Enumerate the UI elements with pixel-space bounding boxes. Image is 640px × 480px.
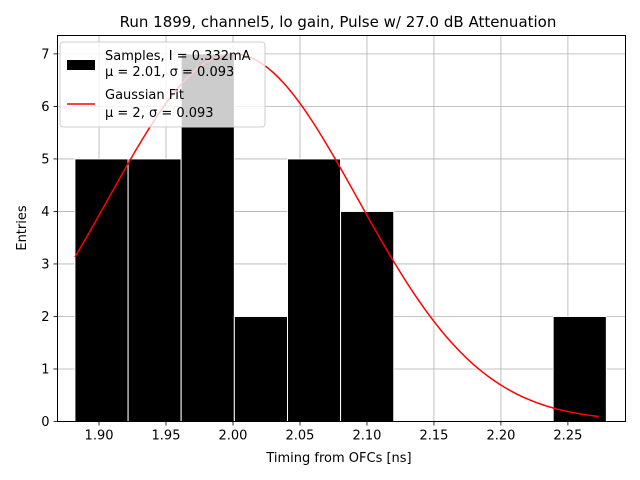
x-tick-label: 2.10 — [352, 429, 381, 444]
histogram-bar — [127, 158, 182, 422]
x-axis-ticks: 1.90 1.95 2.00 2.05 2.10 2.15 2.20 2.25 — [85, 421, 582, 444]
x-tick-label: 1.95 — [152, 429, 181, 444]
y-tick-label: 7 — [41, 47, 49, 62]
legend-box — [59, 41, 266, 128]
y-tick-label: 6 — [41, 100, 49, 115]
x-tick-label: 2.05 — [285, 429, 314, 444]
x-tick-label: 2.15 — [419, 429, 448, 444]
x-axis-label: Timing from OFCs [ns] — [265, 451, 411, 466]
x-tick-label: 1.90 — [85, 429, 114, 444]
legend-swatch-samples — [67, 60, 95, 70]
histogram-bar — [233, 315, 289, 422]
legend: Samples, I = 0.332mA μ = 2.01, σ = 0.093… — [59, 41, 266, 128]
y-axis-ticks: 0 1 2 3 4 5 6 7 — [41, 47, 58, 430]
histogram-bar — [74, 158, 129, 422]
legend-label-fit: Gaussian Fit — [105, 88, 184, 103]
y-tick-label: 4 — [41, 205, 49, 220]
x-tick-label: 2.25 — [553, 429, 582, 444]
histogram-bar — [552, 315, 607, 422]
legend-label-fit-stats: μ = 2, σ = 0.093 — [105, 106, 214, 121]
y-axis-label: Entries — [15, 205, 30, 251]
histogram-bar — [287, 158, 342, 422]
y-tick-label: 2 — [41, 310, 49, 325]
legend-label-samples: Samples, I = 0.332mA — [105, 49, 251, 64]
y-tick-label: 0 — [41, 415, 49, 430]
y-tick-label: 5 — [41, 152, 49, 167]
plot-frame — [57, 35, 626, 422]
x-tick-label: 2.20 — [486, 429, 515, 444]
legend-label-samples-stats: μ = 2.01, σ = 0.093 — [105, 65, 234, 80]
chart-title: Run 1899, channel5, lo gain, Pulse w/ 27… — [120, 13, 557, 31]
x-tick-label: 2.00 — [219, 429, 248, 444]
histogram-bar — [340, 210, 395, 422]
y-tick-label: 1 — [41, 362, 49, 377]
y-tick-label: 3 — [41, 257, 49, 272]
